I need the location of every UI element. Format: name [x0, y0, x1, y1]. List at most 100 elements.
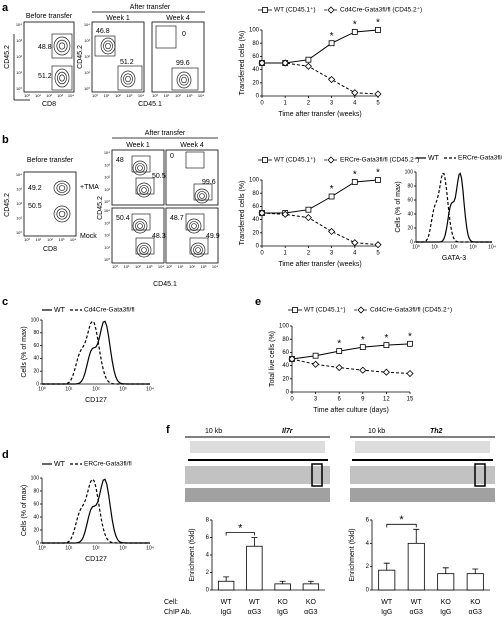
contour — [56, 183, 68, 193]
x-tick-label: 5 — [376, 251, 380, 257]
histogram-curve — [416, 172, 492, 243]
y-axis-label: Transferred cells (%) — [239, 181, 246, 246]
contour — [123, 73, 133, 85]
condition-label: Mock — [80, 233, 97, 240]
flow-tick-label: 10³ — [84, 38, 90, 43]
gate-value: 0 — [182, 31, 186, 38]
category-label: KO — [470, 599, 481, 606]
flow-plot — [111, 149, 165, 206]
week-label: Week 1 — [126, 142, 150, 149]
point — [374, 241, 382, 249]
error-bar — [251, 537, 258, 547]
panel-label: a — [2, 2, 9, 14]
flow-tick-label: 10⁴ — [16, 22, 22, 27]
point — [304, 62, 312, 70]
y-tick-label: 100 — [405, 169, 414, 175]
flow-tick-label: 10³ — [104, 220, 110, 225]
row-label: ChIP Ab. — [164, 609, 192, 616]
error-bar — [472, 568, 479, 574]
flow-tick-label: 10⁰ — [152, 93, 158, 98]
error-bar — [279, 580, 286, 584]
flow-tick-label: 10⁰ — [16, 86, 22, 91]
contour — [57, 71, 67, 85]
category-label: WT — [249, 599, 261, 606]
significance-star: * — [399, 514, 404, 526]
histogram-curve — [42, 320, 150, 385]
y-tick-label: 0 — [256, 94, 260, 100]
x-axis-label: CD127 — [85, 556, 107, 563]
y-tick-label: 0 — [286, 390, 290, 396]
flow-axis-label: CD8 — [42, 101, 56, 108]
x-tick-label: 1 — [284, 251, 288, 257]
x-axis-label: Time after transfer (weeks) — [278, 111, 361, 118]
contour — [195, 247, 201, 253]
gate — [185, 151, 205, 169]
flow-tick-label: 10⁴ — [138, 93, 144, 98]
flow-tick-label: 10³ — [16, 38, 22, 43]
error-bar — [383, 562, 390, 571]
flow-tick-label: 10¹ — [16, 216, 22, 221]
flow-title: After transfer — [145, 130, 186, 137]
gate — [51, 65, 73, 91]
legend-marker — [327, 6, 335, 14]
point — [359, 344, 366, 351]
y-tick-label: 100 — [249, 178, 260, 184]
flow-tick-label: 10⁰ — [24, 93, 30, 98]
gate-value: 50.4 — [116, 215, 130, 222]
legend-label: WT — [54, 307, 66, 314]
flow-tick-label: 10³ — [57, 93, 63, 98]
flow-tick-label: 10⁴ — [16, 172, 22, 177]
contour — [176, 71, 192, 89]
flow-tick-label: 10¹ — [164, 93, 170, 98]
error-bar — [307, 580, 314, 584]
y-tick-label: 40 — [252, 217, 259, 223]
antibody-label: αG3 — [248, 609, 261, 616]
flow-plot — [111, 207, 165, 264]
contour — [199, 193, 205, 199]
gate-value: 51.2 — [38, 73, 52, 80]
gate — [131, 155, 151, 173]
flow-tick-label: 10⁴ — [84, 22, 90, 27]
week-label: Week 4 — [166, 15, 190, 22]
flow-tick-label: 10² — [16, 201, 22, 206]
point — [382, 368, 390, 376]
flow-tick-label: 10⁴ — [158, 264, 164, 269]
panel-label: b — [2, 134, 9, 146]
gate-value: 51.2 — [120, 59, 134, 66]
panel-label: e — [255, 296, 261, 308]
significance-bracket — [386, 523, 417, 528]
flow-tick-label: 10³ — [201, 264, 207, 269]
y-tick-label: 80 — [407, 183, 413, 189]
x-tick-label: 3 — [330, 251, 334, 257]
legend-marker — [292, 307, 298, 313]
antibody-label: αG3 — [410, 609, 423, 616]
y-tick-label: 100 — [249, 28, 260, 34]
flow-axis-label: CD45.2 — [77, 45, 84, 69]
point — [328, 75, 336, 84]
flow-tick-label: 10² — [104, 233, 110, 238]
flow-tick-label: 10² — [84, 54, 90, 59]
flow-title: Before transfer — [26, 13, 73, 20]
flow-plot — [165, 207, 219, 264]
bar — [302, 583, 320, 591]
y-tick-label: 20 — [252, 80, 259, 86]
flow-tick-label: 10⁴ — [198, 93, 204, 98]
contour — [132, 218, 148, 234]
legend-label: WT (CD45.1⁺) — [304, 307, 346, 314]
series-line — [261, 212, 379, 246]
y-tick-label: 40 — [33, 514, 39, 520]
flow-tick-label: 10⁰ — [16, 230, 22, 235]
point — [351, 89, 359, 97]
y-tick-label: 20 — [33, 369, 39, 375]
gate — [135, 177, 155, 195]
y-axis-label: Cells (% of max) — [21, 326, 28, 377]
flow-tick-label: 10⁰ — [92, 93, 98, 98]
row-label: Cell: — [164, 599, 178, 606]
flow-tick-label: 10² — [135, 264, 141, 269]
error-bar — [413, 528, 420, 544]
gate-value: 48.8 — [38, 44, 52, 51]
contour — [103, 40, 113, 52]
histogram-curve — [42, 478, 150, 544]
antibody-label: IgG — [440, 609, 451, 616]
